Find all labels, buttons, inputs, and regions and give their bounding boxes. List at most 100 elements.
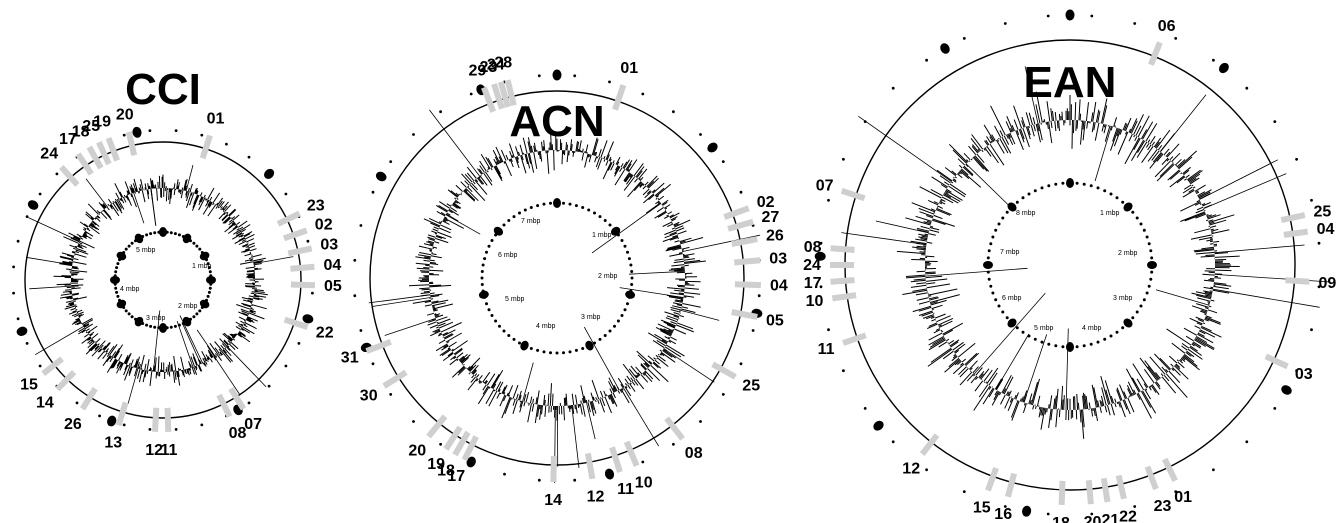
acn-segment-bar [497, 81, 511, 108]
acn-scale-dot [494, 319, 498, 323]
cci-outer-dot [225, 142, 228, 146]
acn-scale-dot [480, 270, 484, 273]
acn-scale-dot [608, 223, 612, 227]
acn-outer-dot [699, 133, 702, 136]
acn-outer-dot [739, 190, 743, 194]
ean-coverage-peaks [841, 66, 1329, 410]
acn-scale-dot [562, 201, 565, 205]
cci-mbp-marker [116, 299, 127, 309]
ean-segment-bar [1264, 353, 1289, 370]
cci-mbp-marker [182, 233, 192, 244]
ean-scale-dot [1109, 192, 1113, 196]
ean-segment-label: 17 [804, 275, 822, 292]
acn-scale-dot [630, 283, 634, 286]
ean-scale-dot [1103, 189, 1107, 193]
cci-segment-bar [152, 407, 160, 432]
cci-outer-dot [200, 133, 204, 137]
acn-scale-dot [485, 302, 488, 306]
ean-outer-dot [1273, 120, 1277, 123]
ean-segment-bar [830, 245, 855, 253]
cci-mbp-marker [134, 316, 144, 327]
acn-mbp-1: 1 mbp [592, 232, 612, 239]
acn-scale-dot [603, 219, 607, 222]
cci-scale-dot [149, 324, 153, 328]
cci-outer-dot [148, 129, 152, 133]
cci-outer-marker [302, 314, 314, 324]
ean-outer-dot [863, 120, 867, 123]
acn-scale-dot [555, 351, 559, 355]
ean-scale-dot [1040, 186, 1044, 190]
ean-outer-dot [1003, 22, 1007, 25]
ean-scale-dot [1001, 216, 1005, 220]
acn-scale-dot [598, 337, 602, 341]
ean-scale-dot [1033, 189, 1037, 193]
cci-scale-dot [208, 286, 212, 290]
ean-scale-dot [1047, 184, 1051, 188]
ean-scale-dot [1001, 310, 1005, 314]
ean-segment-label: 03 [1295, 366, 1313, 383]
ean-mbp-scale: 1 mbp 2 mbp 3 mbp 4 mbp 5 mbp 6 mbp 7 mb… [983, 178, 1157, 352]
ean-scale-dot [994, 228, 998, 232]
ean-scale-dot [1145, 235, 1149, 239]
ean-outer-dot [1174, 490, 1178, 493]
acn-mbp-6: 6 mbp [498, 252, 518, 259]
ean-outer-dot [1090, 14, 1094, 18]
ean-scale-dot [1147, 242, 1151, 246]
acn-scale-dot [568, 350, 572, 354]
cci-segment-label: 18 [72, 123, 90, 140]
cci-outer-dot [122, 133, 126, 137]
acn-mbp-3: 3 mbp [581, 314, 601, 321]
ean-segment-bar [1100, 477, 1111, 503]
ean-segment-label: 16 [994, 506, 1012, 523]
acn-segment-bar [426, 414, 448, 439]
ean-outer-dot [925, 58, 928, 62]
ean-outer-dot [1317, 241, 1321, 245]
acn-outer-dot [672, 442, 675, 446]
cci-segment-label: 24 [40, 146, 58, 163]
acn-coverage-peaks [368, 109, 760, 483]
ean-outer-dot [1212, 468, 1215, 472]
ean-outer-dot [1310, 328, 1313, 332]
ean-scale-dot [1015, 326, 1019, 330]
cci-scale-dot [116, 294, 120, 298]
acn-outer-dot [672, 110, 675, 114]
acn-scale-dot [608, 329, 612, 333]
ean-scale-dot [1033, 337, 1037, 341]
cci-outer-dot [306, 239, 310, 243]
cci-scale-dot [115, 290, 119, 294]
cci-segment-bar [283, 316, 309, 330]
cci-segment-bar [199, 134, 213, 160]
acn-segment-label: 31 [341, 350, 359, 367]
ean-mbp-6: 6 mbp [1002, 295, 1022, 302]
ean-scale-dot [1027, 192, 1031, 196]
ean-segment-bar [1283, 228, 1309, 238]
acn-scale-dot [593, 341, 596, 345]
ean-outer-marker [1218, 62, 1229, 74]
ean-scale-dot [1061, 345, 1065, 349]
cci-segment-label: 20 [116, 106, 134, 123]
cci-mbp-4: 4 mbp [120, 286, 140, 293]
cci-map: CCI 1 mbp 2 mbp 3 mbp 4 mbp 5 mbp 01 23 02… [12, 65, 342, 459]
acn-scale-dot [613, 324, 616, 328]
ean-outer-dot [891, 440, 895, 444]
acn-outer-dot [353, 294, 357, 298]
ean-scale-dot [1005, 210, 1009, 214]
cci-mbp-marker [116, 251, 127, 261]
acn-outer-dot [757, 294, 761, 298]
acn-outer-dot [412, 133, 415, 136]
ean-outer-dot [1295, 369, 1298, 373]
acn-segment-bar [723, 205, 750, 220]
acn-segment-label: 05 [766, 312, 784, 329]
cci-outer-dot [16, 239, 20, 243]
acn-outer-dot [503, 472, 506, 476]
acn-outer-dot-ring [353, 69, 763, 482]
acn-outer-dot [371, 190, 375, 194]
ean-mbp-marker [1066, 342, 1074, 352]
cci-outer-dot [174, 428, 178, 431]
cci-segment-bar [287, 245, 313, 257]
cci-outer-dot [148, 428, 152, 431]
acn-scale-dot [512, 337, 516, 341]
acn-segment-bar [452, 430, 471, 457]
ean-scale-dot [1089, 342, 1093, 346]
cci-mbp-marker [110, 276, 120, 284]
